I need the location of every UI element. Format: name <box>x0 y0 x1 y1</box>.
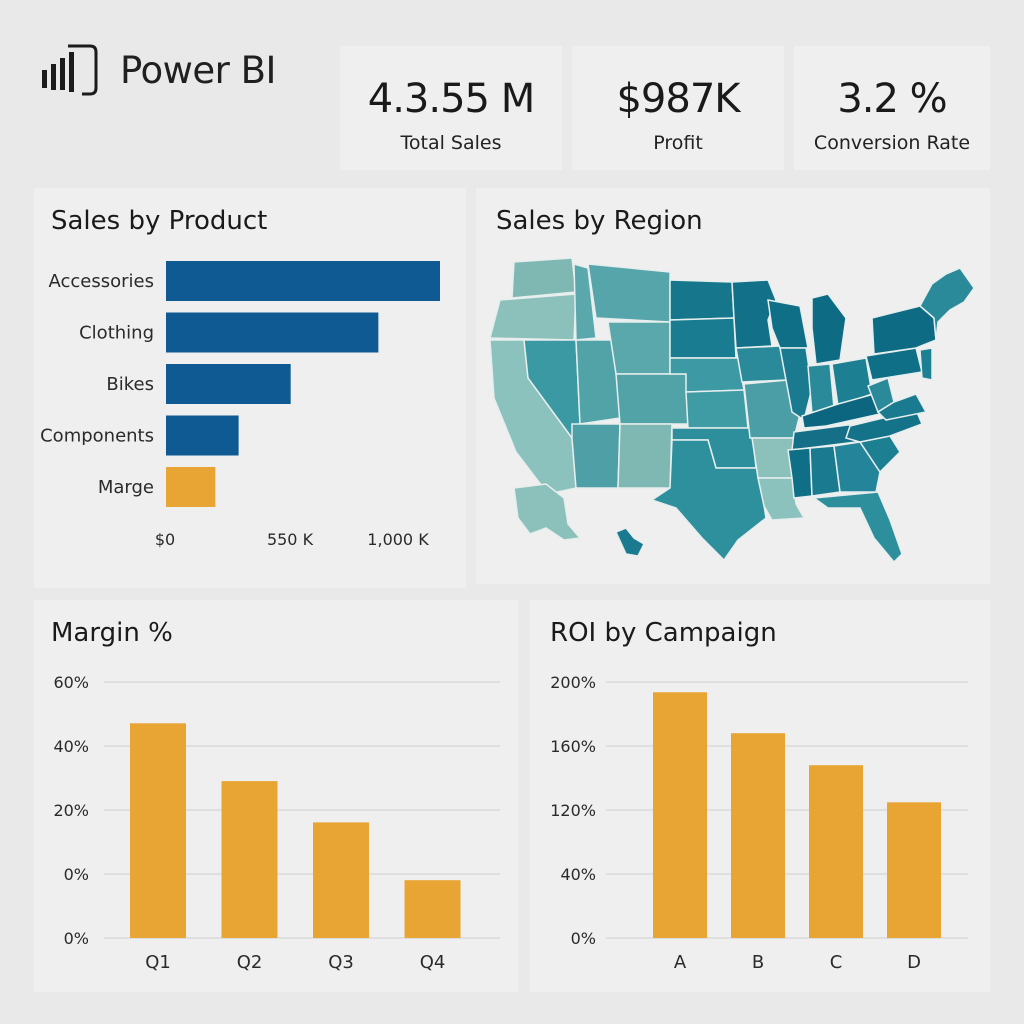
category-label: Q3 <box>328 952 354 973</box>
product-bar[interactable] <box>166 261 440 301</box>
map-region-arizona <box>571 423 621 489</box>
y-tick-label: 200% <box>550 673 596 692</box>
map-region-new-mexico <box>617 423 673 489</box>
power-bi-icon <box>42 44 98 96</box>
category-label: Clothing <box>79 323 154 344</box>
y-tick-label: 20% <box>53 801 89 820</box>
map-region-idaho <box>573 262 597 341</box>
map-region-new-york <box>871 305 937 355</box>
kpi-value: 3.2 % <box>837 76 947 122</box>
product-bar[interactable] <box>166 312 379 353</box>
category-label: A <box>674 952 687 973</box>
category-label: Components <box>40 426 154 447</box>
margin-card[interactable]: Margin % 60% 40% 20% 0% 0% Q1 Q2 Q3 Q4 <box>34 600 518 992</box>
category-label: Bikes <box>106 374 154 395</box>
bar[interactable] <box>313 822 369 938</box>
map-region-minnesota <box>731 279 777 349</box>
y-tick-label: 0% <box>64 929 89 948</box>
y-tick-label: 40% <box>53 737 89 756</box>
chart-title: Margin % <box>51 618 173 648</box>
y-tick-label: 0% <box>571 929 596 948</box>
kpi-value: 4.3.55 M <box>367 76 535 122</box>
product-bar[interactable] <box>166 364 291 404</box>
map-region-north-dakota <box>669 279 735 321</box>
map-region-arkansas <box>751 437 795 479</box>
category-label: Q2 <box>237 952 263 973</box>
map-region-colorado <box>615 373 689 425</box>
margin-chart: 60% 40% 20% 0% 0% Q1 Q2 Q3 Q4 <box>53 673 500 973</box>
us-region-map[interactable] <box>476 188 990 584</box>
product-bar[interactable] <box>166 467 216 507</box>
map-region-new-jersey <box>919 347 933 381</box>
map-region-south-dakota <box>669 317 737 359</box>
bar[interactable] <box>404 880 461 938</box>
chart-title: ROI by Campaign <box>550 618 777 648</box>
category-label: Accessories <box>49 271 155 292</box>
kpi-label: Total Sales <box>400 132 502 154</box>
sales-by-region-card[interactable]: Sales by Region <box>476 188 990 584</box>
bar[interactable] <box>653 692 707 938</box>
kpi-card-profit[interactable]: $987K Profit <box>572 46 784 170</box>
roi-chart: 200% 160% 120% 40% 0% A B C D <box>550 673 968 973</box>
y-tick-label: 60% <box>53 673 89 692</box>
map-region-wyoming <box>607 321 671 375</box>
map-region-hawaii <box>614 527 645 557</box>
map-region-wisconsin <box>767 299 809 349</box>
map-region-new-england <box>919 267 975 341</box>
x-tick-label: 550 K <box>267 530 314 549</box>
bar[interactable] <box>887 802 941 938</box>
map-region-alaska <box>513 483 582 541</box>
kpi-value: $987K <box>616 76 740 122</box>
kpi-label: Profit <box>653 132 703 154</box>
map-region-missouri <box>743 379 801 439</box>
category-label: C <box>830 952 843 973</box>
product-bar[interactable] <box>166 415 239 456</box>
map-region-michigan <box>811 293 847 365</box>
category-label: Q4 <box>420 952 446 973</box>
y-tick-label: 120% <box>550 801 596 820</box>
kpi-label: Conversion Rate <box>813 132 971 154</box>
map-region-washington <box>511 257 577 299</box>
sales-by-product-card[interactable]: Sales by Product Accessories Clothing Bike… <box>34 188 466 588</box>
power-bi-logo: Power BI <box>38 40 276 100</box>
map-region-montana <box>587 263 671 323</box>
category-label: Q1 <box>145 952 171 973</box>
bar[interactable] <box>731 733 785 938</box>
bar[interactable] <box>809 765 863 938</box>
x-tick-label: 1,000 K <box>367 530 429 549</box>
category-label: B <box>752 952 764 973</box>
sales-by-product-chart: Accessories Clothing Bikes Components Marge $… <box>40 261 440 549</box>
roi-card[interactable]: ROI by Campaign 200% 160% 120% 40% 0% A B C D <box>530 600 990 992</box>
bar[interactable] <box>221 781 278 938</box>
y-tick-label: 0% <box>64 865 89 884</box>
category-label: Marge <box>98 477 154 498</box>
category-label: D <box>907 952 921 973</box>
map-region-kansas <box>685 389 749 429</box>
kpi-card-total-sales[interactable]: 4.3.55 M Total Sales <box>340 46 562 170</box>
map-region-iowa <box>735 345 787 383</box>
map-region-oregon <box>489 293 577 341</box>
y-tick-label: 160% <box>550 737 596 756</box>
bar[interactable] <box>130 723 186 938</box>
x-tick-label: $0 <box>155 530 175 549</box>
chart-title: Sales by Product <box>51 206 268 236</box>
map-region-mississippi <box>787 447 813 499</box>
map-title: Sales by Region <box>496 206 703 236</box>
kpi-card-conversion-rate[interactable]: 3.2 % Conversion Rate <box>794 46 990 170</box>
app-title: Power BI <box>120 48 276 92</box>
map-region-texas <box>650 439 767 562</box>
map-region-virginia <box>876 393 928 421</box>
y-tick-label: 40% <box>560 865 596 884</box>
map-region-florida <box>811 491 903 564</box>
map-region-georgia <box>833 441 881 493</box>
